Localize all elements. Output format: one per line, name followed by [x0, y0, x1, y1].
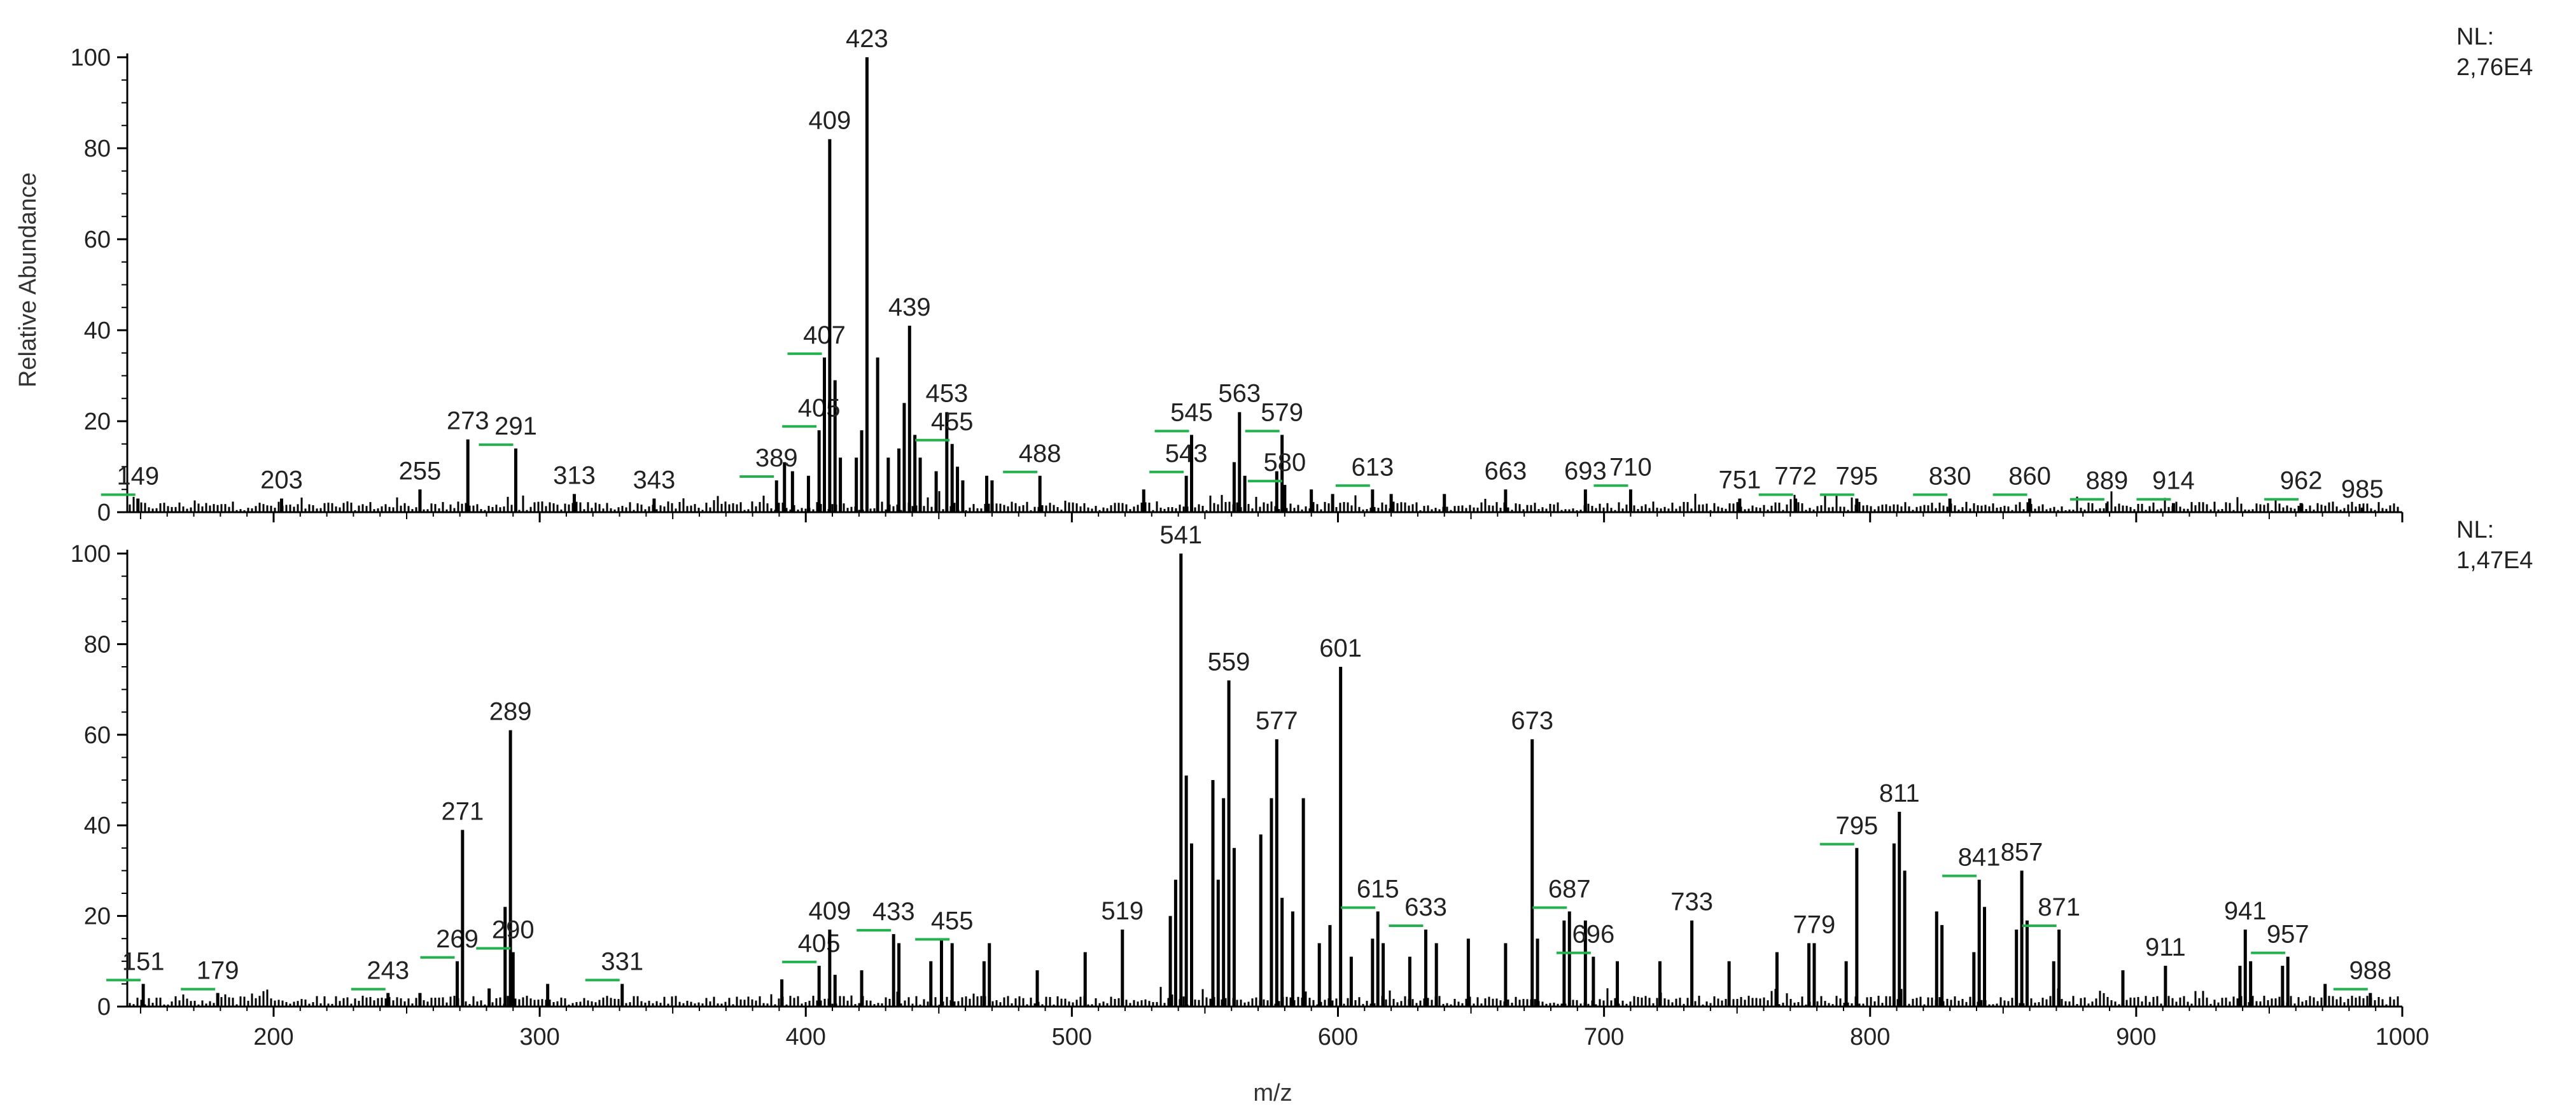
y-tick-label: 80	[84, 631, 111, 658]
peak-label: 941	[2224, 897, 2267, 925]
peak-label: 633	[1404, 893, 1447, 921]
peak-label: 860	[2008, 463, 2051, 491]
peak-label: 957	[2267, 921, 2309, 949]
peak-label: 409	[808, 897, 851, 925]
peak-label: 601	[1319, 634, 1362, 662]
peak-label: 577	[1256, 707, 1298, 735]
peak-label: 559	[1208, 648, 1250, 676]
x-tick-label: 600	[1318, 1024, 1358, 1050]
peak-label: 271	[441, 797, 484, 825]
peak-label: 243	[367, 957, 409, 985]
peak-label: 255	[399, 457, 442, 485]
peak-label: 149	[116, 463, 159, 491]
peak-label: 751	[1718, 466, 1761, 494]
x-tick-label: 500	[1052, 1024, 1092, 1050]
peak-label: 563	[1218, 380, 1261, 408]
peak-label: 830	[1929, 463, 1971, 491]
peak-label: 687	[1548, 875, 1591, 903]
y-tick-label: 40	[84, 813, 111, 839]
peak-label: 580	[1263, 449, 1306, 477]
nl-label: NL:	[2456, 24, 2494, 50]
peak-label: 911	[2145, 933, 2186, 961]
peak-label: 696	[1572, 921, 1615, 949]
peak-label: 269	[436, 925, 479, 953]
peak-label: 488	[1019, 440, 1061, 468]
y-tick-label: 100	[71, 541, 111, 568]
peak-label: 857	[2001, 838, 2043, 866]
bottom-spectrum-panel: 0 20 40 60 80 100 200 300 400 500 600 700 800 900 1000…	[71, 517, 2533, 1050]
peak-label: 433	[872, 898, 915, 926]
peak-label: 519	[1101, 897, 1144, 925]
peak-label: 545	[1170, 398, 1213, 426]
x-tick-label: 300	[519, 1024, 559, 1050]
x-tick-label: 400	[786, 1024, 826, 1050]
peak-label: 407	[803, 321, 846, 349]
peak-label: 615	[1357, 875, 1399, 903]
peak-label: 331	[601, 947, 643, 975]
peak-label: 423	[846, 25, 888, 53]
nl-value: 1,47E4	[2456, 547, 2533, 574]
peak-label: 673	[1511, 707, 1553, 735]
y-tick-label: 60	[84, 227, 111, 253]
y-tick-label: 80	[84, 136, 111, 162]
y-axis-title: Relative Abundance	[15, 172, 41, 387]
x-tick-label: 700	[1584, 1024, 1624, 1050]
peak-label: 439	[888, 293, 931, 321]
peak-label: 203	[260, 466, 303, 494]
peak-label: 795	[1835, 812, 1878, 840]
peak-label: 290	[492, 916, 535, 944]
peak-label: 543	[1165, 440, 1208, 468]
peak-label: 273	[447, 407, 489, 435]
peak-label: 988	[2349, 957, 2391, 985]
peak-label: 889	[2086, 467, 2129, 495]
peak-label: 663	[1485, 457, 1527, 485]
y-tick-label: 0	[97, 994, 111, 1021]
peak-label: 455	[931, 907, 974, 935]
x-tick-label: 900	[2116, 1024, 2156, 1050]
y-tick-label: 60	[84, 722, 111, 749]
peak-label: 313	[553, 461, 596, 489]
y-tick-label: 20	[84, 903, 111, 930]
peak-label: 289	[489, 698, 532, 726]
nl-value: 2,76E4	[2456, 54, 2533, 81]
peak-label: 179	[197, 957, 239, 985]
peak-label: 151	[122, 947, 165, 975]
peak-label: 693	[1564, 457, 1607, 485]
peak-label: 455	[931, 408, 974, 436]
peak-label: 409	[808, 107, 851, 135]
peak-label: 405	[798, 930, 841, 958]
x-tick-label: 800	[1850, 1024, 1890, 1050]
peak-label: 779	[1793, 910, 1836, 938]
peak-label: 579	[1261, 398, 1303, 426]
peak-label: 772	[1774, 463, 1817, 491]
peak-label: 962	[2280, 467, 2323, 495]
peak-label: 613	[1351, 453, 1394, 481]
peak-label: 541	[1159, 521, 1202, 549]
nl-label: NL:	[2456, 517, 2494, 543]
noise-floor	[129, 491, 2399, 512]
peak-label: 291	[494, 412, 537, 440]
x-tick-label: 200	[253, 1024, 293, 1050]
peak-label: 985	[2341, 475, 2384, 503]
peak-label: 871	[2038, 893, 2080, 921]
peak-label: 914	[2152, 467, 2195, 495]
peak-label: 710	[1609, 453, 1652, 481]
peak-label: 841	[1958, 844, 2001, 872]
peak-label: 405	[798, 394, 841, 422]
peak-label: 733	[1670, 888, 1713, 916]
peak-label: 453	[925, 380, 968, 408]
y-tick-label: 40	[84, 317, 111, 344]
y-tick-label: 100	[71, 45, 111, 71]
x-tick-label: 1000	[2376, 1024, 2430, 1050]
peak-label: 795	[1835, 463, 1878, 491]
y-tick-label: 20	[84, 408, 111, 435]
peak-label: 389	[755, 444, 798, 472]
y-tick-label: 0	[97, 499, 111, 526]
peak-label: 811	[1879, 779, 1920, 807]
peak-label: 343	[633, 466, 676, 494]
x-axis-title: m/z	[1253, 1080, 1292, 1106]
